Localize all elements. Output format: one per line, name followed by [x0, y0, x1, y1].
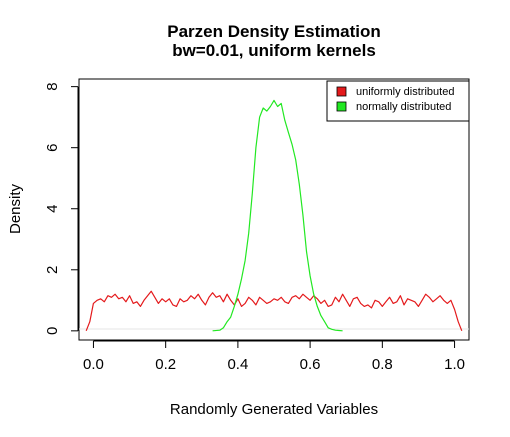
series-line-normal: [212, 99, 343, 332]
legend-swatch-normal: [336, 101, 347, 112]
x-tick-label: 0.4: [227, 356, 248, 373]
y-axis: 0 2 4 6 8: [44, 82, 79, 335]
x-tick-label: 0.0: [83, 356, 104, 373]
y-tick-label: 4: [44, 205, 61, 213]
legend: uniformly distributed normally distribut…: [326, 80, 470, 122]
legend-label-normal: normally distributed: [356, 101, 451, 113]
x-axis-label: Randomly Generated Variables: [170, 401, 378, 418]
x-tick-label: 1.0: [444, 356, 465, 373]
x-tick-label: 0.2: [155, 356, 176, 373]
x-axis: 0.0 0.2 0.4 0.6 0.8 1.0: [83, 340, 465, 373]
y-tick-label: 0: [44, 327, 61, 335]
legend-box: [326, 80, 470, 122]
series-line-uniform: [85, 290, 463, 332]
y-tick-label: 8: [44, 82, 61, 90]
x-tick-label: 0.8: [372, 356, 393, 373]
chart-subtitle: bw=0.01, uniform kernels: [172, 41, 376, 60]
legend-label-uniform: uniformly distributed: [356, 86, 454, 98]
series-layer: [85, 99, 463, 332]
chart-title: Parzen Density Estimation: [167, 22, 381, 41]
x-tick-label: 0.6: [300, 356, 321, 373]
plot-frame: [78, 78, 470, 341]
legend-swatch-uniform: [336, 86, 347, 97]
y-tick-label: 6: [44, 144, 61, 152]
y-axis-label: Density: [7, 183, 24, 234]
y-tick-label: 2: [44, 266, 61, 274]
